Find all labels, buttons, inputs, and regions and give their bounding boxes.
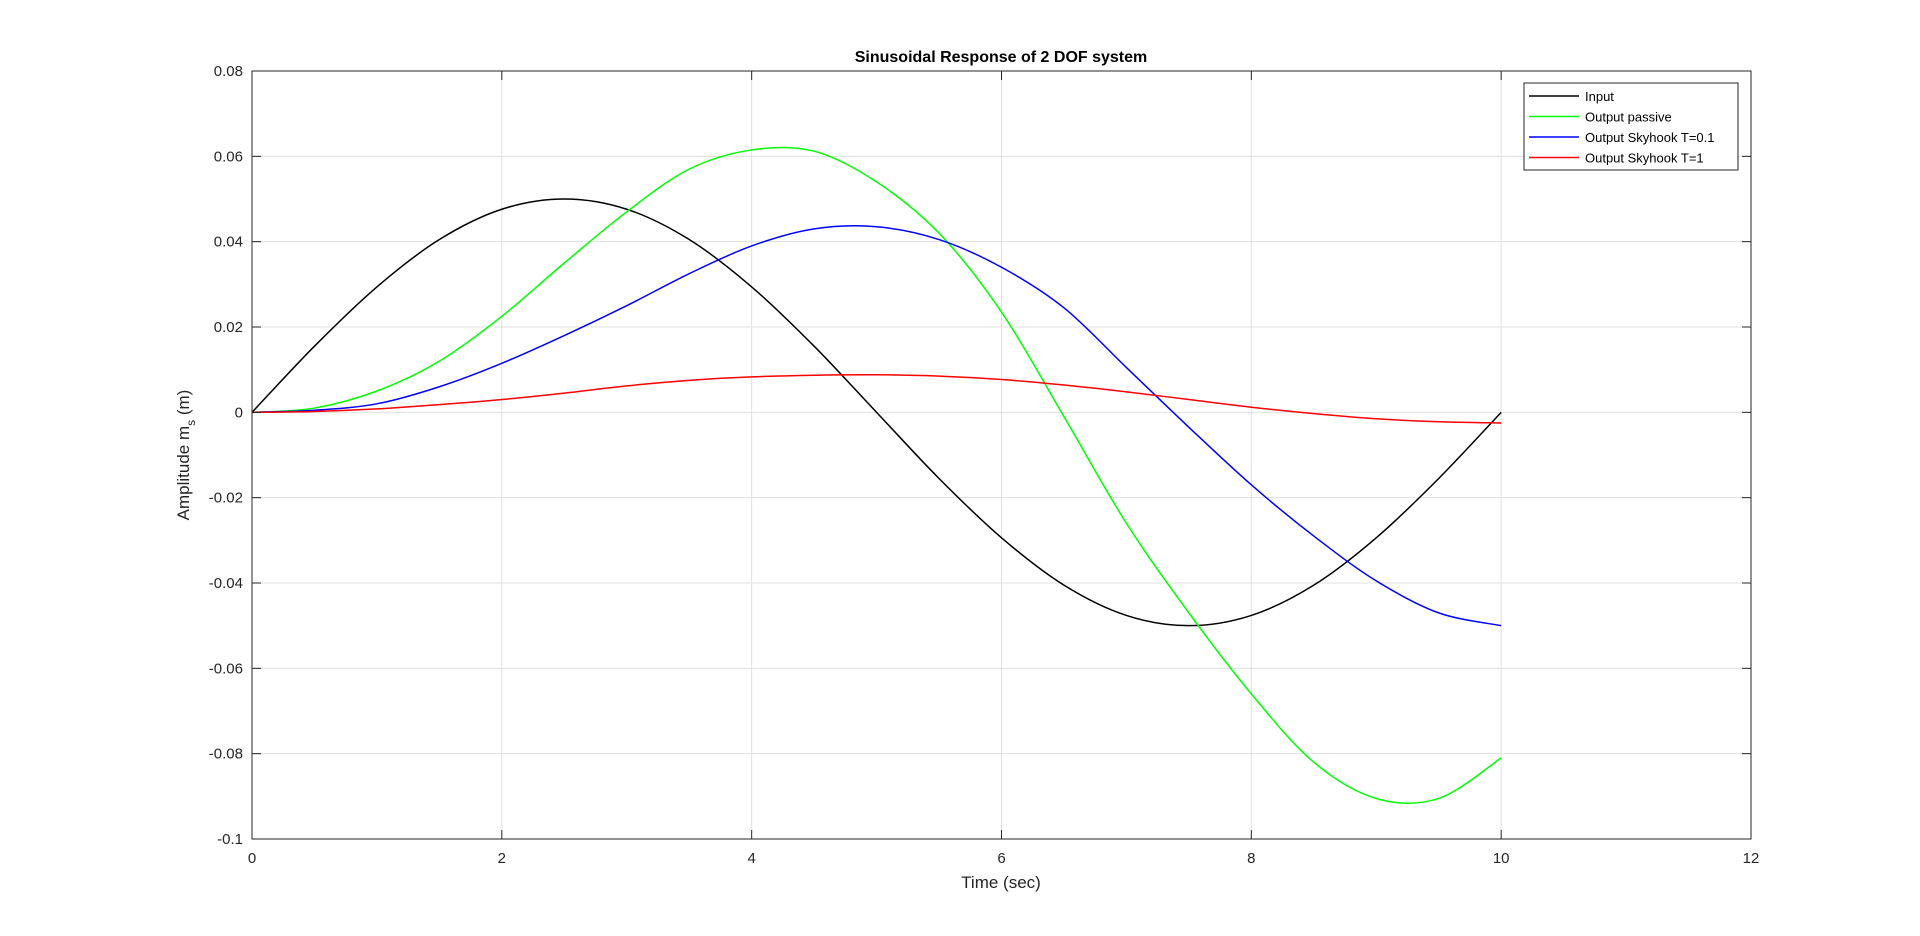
ticks xyxy=(251,70,1752,840)
legend-label: Output passive xyxy=(1585,110,1672,125)
series-line-output-skyhook-t-0-1 xyxy=(251,225,1502,627)
y-tick-label: -0.08 xyxy=(209,746,243,763)
legend-label: Output Skyhook T=0.1 xyxy=(1585,130,1714,145)
series-line-input xyxy=(251,198,1502,627)
y-tick-label: -0.1 xyxy=(217,831,243,848)
y-axis-title: Amplitude ms (m) xyxy=(174,390,198,521)
series-line-output-passive xyxy=(251,146,1502,804)
x-tick-label: 12 xyxy=(1743,850,1760,867)
tick-labels: 0 2 4 6 8 10 12 -0.1 -0.08 -0.06 -0.04 -0.02 0 0.02 0.… xyxy=(209,63,1760,867)
y-tick-label: -0.04 xyxy=(209,575,243,592)
x-tick-label: 4 xyxy=(747,850,755,867)
legend-label: Input xyxy=(1585,89,1614,104)
y-tick-label: 0 xyxy=(235,404,243,421)
series-line-output-skyhook-t-1 xyxy=(251,373,1502,424)
y-tick-label: 0.08 xyxy=(214,63,243,80)
y-tick-label: -0.02 xyxy=(209,490,243,507)
x-tick-label: 2 xyxy=(498,850,506,867)
legend: Input Output passive Output Skyhook T=0.1 O… xyxy=(1523,82,1739,171)
y-tick-label: -0.06 xyxy=(209,660,243,677)
legend-label: Output Skyhook T=1 xyxy=(1585,151,1704,166)
x-axis-title: Time (sec) xyxy=(961,873,1041,892)
legend-box xyxy=(1523,82,1739,171)
chart-title: Sinusoidal Response of 2 DOF system xyxy=(855,49,1148,66)
y-tick-label: 0.02 xyxy=(214,319,243,336)
y-axis-title-main: Amplitude m xyxy=(174,426,193,520)
y-axis-title-unit: (m) xyxy=(174,390,193,420)
y-tick-label: 0.04 xyxy=(214,234,243,251)
x-tick-label: 8 xyxy=(1247,850,1255,867)
series-layer xyxy=(251,146,1502,804)
x-tick-label: 6 xyxy=(997,850,1005,867)
y-axis-title-subscript: s xyxy=(184,420,198,426)
x-tick-label: 0 xyxy=(248,850,256,867)
x-tick-label: 10 xyxy=(1493,850,1510,867)
y-tick-label: 0.06 xyxy=(214,148,243,165)
